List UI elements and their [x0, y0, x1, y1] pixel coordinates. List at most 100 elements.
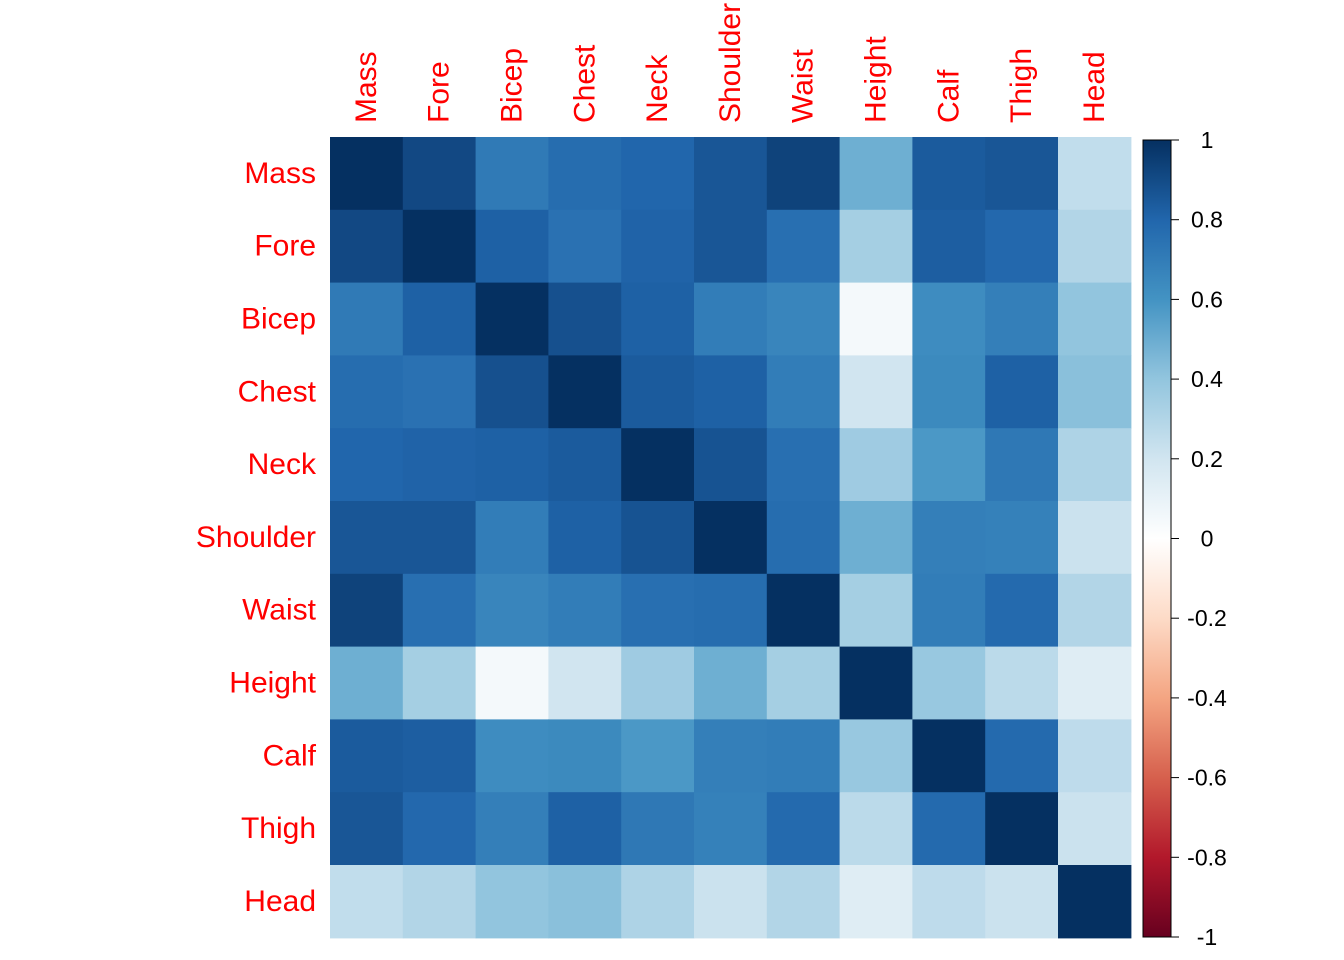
heatmap-cell-thigh-chest	[548, 792, 622, 866]
heatmap-cell-shoulder-head	[1058, 501, 1132, 575]
heatmap-cell-head-chest	[548, 865, 622, 939]
colorbar-tick-label: 0.8	[1191, 207, 1223, 233]
colorbar-tick-label: 0.2	[1191, 446, 1223, 472]
heatmap-cell-chest-mass	[330, 355, 404, 429]
heatmap-cell-mass-height	[839, 137, 913, 211]
heatmap-cell-calf-bicep	[475, 719, 549, 793]
row-label-bicep: Bicep	[241, 303, 316, 336]
row-label-fore: Fore	[254, 230, 316, 263]
column-label-waist: Waist	[787, 48, 820, 123]
heatmap-cell-bicep-neck	[621, 282, 695, 356]
heatmap-cell-calf-mass	[330, 719, 404, 793]
heatmap-cell-neck-height	[839, 428, 913, 502]
colorbar-tick-label: 0	[1201, 526, 1214, 552]
heatmap-cell-chest-neck	[621, 355, 695, 429]
heatmap-cell-chest-fore	[402, 355, 477, 429]
heatmap-cell-mass-chest	[548, 137, 622, 211]
column-label-height: Height	[860, 36, 893, 123]
heatmap-cell-mass-thigh	[985, 137, 1059, 211]
heatmap-cell-fore-calf	[912, 209, 986, 284]
heatmap-cell-chest-shoulder	[694, 355, 768, 429]
heatmap-cell-thigh-neck	[621, 792, 695, 866]
colorbar-tick-label: 0.6	[1191, 286, 1223, 312]
row-label-mass: Mass	[244, 157, 316, 190]
heatmap-cell-neck-mass	[330, 428, 404, 502]
heatmap-cell-bicep-waist	[766, 282, 841, 356]
heatmap-cell-head-bicep	[475, 865, 549, 939]
heatmap-cell-thigh-mass	[330, 792, 404, 866]
heatmap-cell-mass-calf	[912, 137, 986, 211]
heatmap-cell-shoulder-fore	[402, 501, 477, 575]
heatmap-cell-head-head	[1058, 865, 1132, 939]
column-label-thigh: Thigh	[1005, 48, 1038, 123]
heatmap-cell-shoulder-mass	[330, 501, 404, 575]
heatmap-cell-head-calf	[912, 865, 986, 939]
colorbar-tick-label: -1	[1197, 924, 1217, 950]
row-label-shoulder: Shoulder	[196, 521, 316, 554]
heatmap-cell-neck-chest	[548, 428, 622, 502]
heatmap-cell-neck-thigh	[985, 428, 1059, 502]
heatmap-cell-head-fore	[402, 865, 477, 939]
heatmap-cell-mass-shoulder	[694, 137, 768, 211]
heatmap-cell-thigh-head	[1058, 792, 1132, 866]
heatmap-cell-mass-waist	[766, 137, 841, 211]
heatmap-cell-fore-fore	[402, 209, 477, 284]
heatmap-cell-mass-head	[1058, 137, 1132, 211]
heatmap-cell-chest-head	[1058, 355, 1132, 429]
heatmap-cell-chest-calf	[912, 355, 986, 429]
heatmap-cell-bicep-calf	[912, 282, 986, 356]
heatmap-cell-waist-calf	[912, 573, 986, 648]
heatmap-cell-fore-neck	[621, 209, 695, 284]
heatmap-cell-bicep-head	[1058, 282, 1132, 356]
heatmap-cell-bicep-chest	[548, 282, 622, 356]
heatmap-cell-waist-fore	[402, 573, 477, 648]
heatmap-cell-shoulder-chest	[548, 501, 622, 575]
heatmap-cell-waist-mass	[330, 573, 404, 648]
heatmap-cell-calf-shoulder	[694, 719, 768, 793]
heatmap-cell-height-calf	[912, 646, 986, 720]
colorbar-tick-label: -0.4	[1187, 685, 1227, 711]
heatmap-cell-calf-calf	[912, 719, 986, 793]
heatmap-cell-waist-height	[839, 573, 913, 648]
heatmap-cell-fore-bicep	[475, 209, 549, 284]
heatmap-cell-bicep-shoulder	[694, 282, 768, 356]
row-label-neck: Neck	[248, 448, 317, 481]
heatmap-cell-waist-head	[1058, 573, 1132, 648]
heatmap-cell-shoulder-bicep	[475, 501, 549, 575]
row-label-thigh: Thigh	[241, 812, 316, 845]
heatmap-cell-height-neck	[621, 646, 695, 720]
heatmap-cell-mass-mass	[330, 137, 404, 211]
heatmap-cell-neck-neck	[621, 428, 695, 502]
heatmap-cell-waist-bicep	[475, 573, 549, 648]
heatmap-cells	[330, 137, 1132, 939]
heatmap-cell-height-head	[1058, 646, 1132, 720]
colorbar-tick-label: 0.4	[1191, 366, 1223, 392]
column-label-shoulder: Shoulder	[714, 3, 747, 123]
heatmap-cell-height-height	[839, 646, 913, 720]
column-label-mass: Mass	[350, 51, 383, 123]
colorbar-tick-label: -0.2	[1187, 605, 1227, 631]
heatmap-cell-bicep-fore	[402, 282, 477, 356]
heatmap-cell-thigh-thigh	[985, 792, 1059, 866]
row-label-waist: Waist	[242, 594, 317, 627]
row-label-height: Height	[229, 667, 316, 700]
row-labels: Mass Fore Bicep Chest Neck Shoulder Waist Heigh…	[196, 157, 317, 918]
heatmap-cell-calf-chest	[548, 719, 622, 793]
heatmap-cell-mass-fore	[402, 137, 477, 211]
column-label-chest: Chest	[568, 44, 601, 123]
heatmap-cell-bicep-height	[839, 282, 913, 356]
colorbar-tick-label: -0.8	[1187, 844, 1227, 870]
heatmap-cell-fore-chest	[548, 209, 622, 284]
heatmap-cell-mass-bicep	[475, 137, 549, 211]
heatmap-cell-thigh-calf	[912, 792, 986, 866]
heatmap-cell-chest-thigh	[985, 355, 1059, 429]
heatmap-cell-head-waist	[766, 865, 841, 939]
heatmap-cell-height-thigh	[985, 646, 1059, 720]
heatmap-cell-shoulder-waist	[766, 501, 841, 575]
heatmap-cell-height-bicep	[475, 646, 549, 720]
column-label-calf: Calf	[932, 69, 965, 123]
heatmap-cell-chest-waist	[766, 355, 841, 429]
heatmap-cell-thigh-shoulder	[694, 792, 768, 866]
heatmap-cell-calf-fore	[402, 719, 477, 793]
colorbar-gradient	[1142, 139, 1172, 938]
